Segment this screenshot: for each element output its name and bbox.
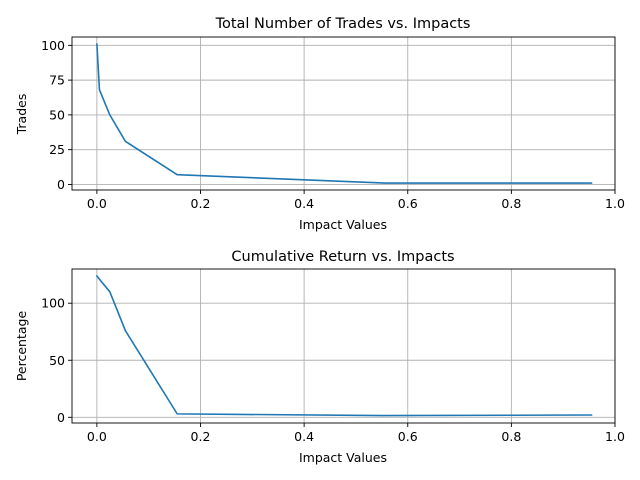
x-tick-label: 0.2	[191, 429, 211, 444]
chart-title: Cumulative Return vs. Impacts	[231, 249, 454, 265]
y-axis-label: Trades	[14, 94, 29, 136]
y-tick-label: 0	[57, 410, 65, 425]
x-axis-label: Impact Values	[299, 217, 387, 232]
y-axis-ticks: 0 25 50 75 100	[41, 38, 72, 192]
y-axis-label: Percentage	[14, 311, 29, 382]
plot-frame	[71, 36, 616, 191]
x-tick-label: 1.0	[605, 196, 625, 211]
trades-subplot: Total Number of Trades vs. Impacts 0.0 0.…	[14, 16, 625, 232]
x-tick-label: 0.6	[398, 429, 418, 444]
grid	[72, 269, 616, 423]
x-axis-ticks: 0.0 0.2 0.4 0.6 0.8 1.0	[87, 423, 625, 444]
y-tick-label: 50	[49, 107, 65, 122]
cumulative-return-subplot: Cumulative Return vs. Impacts 0.0 0.2 0.4 0…	[14, 249, 625, 465]
x-axis-label: Impact Values	[299, 450, 387, 465]
chart-title: Total Number of Trades vs. Impacts	[215, 16, 471, 32]
x-tick-label: 0.0	[87, 429, 107, 444]
y-axis-ticks: 0 50 100	[41, 296, 72, 425]
y-tick-label: 50	[49, 353, 65, 368]
x-tick-label: 0.6	[398, 196, 418, 211]
y-tick-label: 0	[57, 177, 65, 192]
series-line	[96, 43, 593, 184]
series	[96, 43, 593, 184]
y-tick-label: 100	[41, 38, 65, 53]
grid	[72, 37, 616, 190]
x-tick-label: 0.8	[501, 196, 521, 211]
x-axis-ticks: 0.0 0.2 0.4 0.6 0.8 1.0	[87, 190, 625, 211]
x-tick-label: 0.4	[294, 196, 314, 211]
x-tick-label: 0.4	[294, 429, 314, 444]
y-tick-label: 25	[49, 142, 65, 157]
x-tick-label: 0.2	[191, 196, 211, 211]
plot-frame	[71, 268, 616, 424]
x-tick-label: 0.8	[501, 429, 521, 444]
series-line	[96, 275, 593, 417]
series	[96, 275, 593, 417]
x-tick-label: 1.0	[605, 429, 625, 444]
y-tick-label: 100	[41, 296, 65, 311]
y-tick-label: 75	[49, 73, 65, 88]
x-tick-label: 0.0	[87, 196, 107, 211]
